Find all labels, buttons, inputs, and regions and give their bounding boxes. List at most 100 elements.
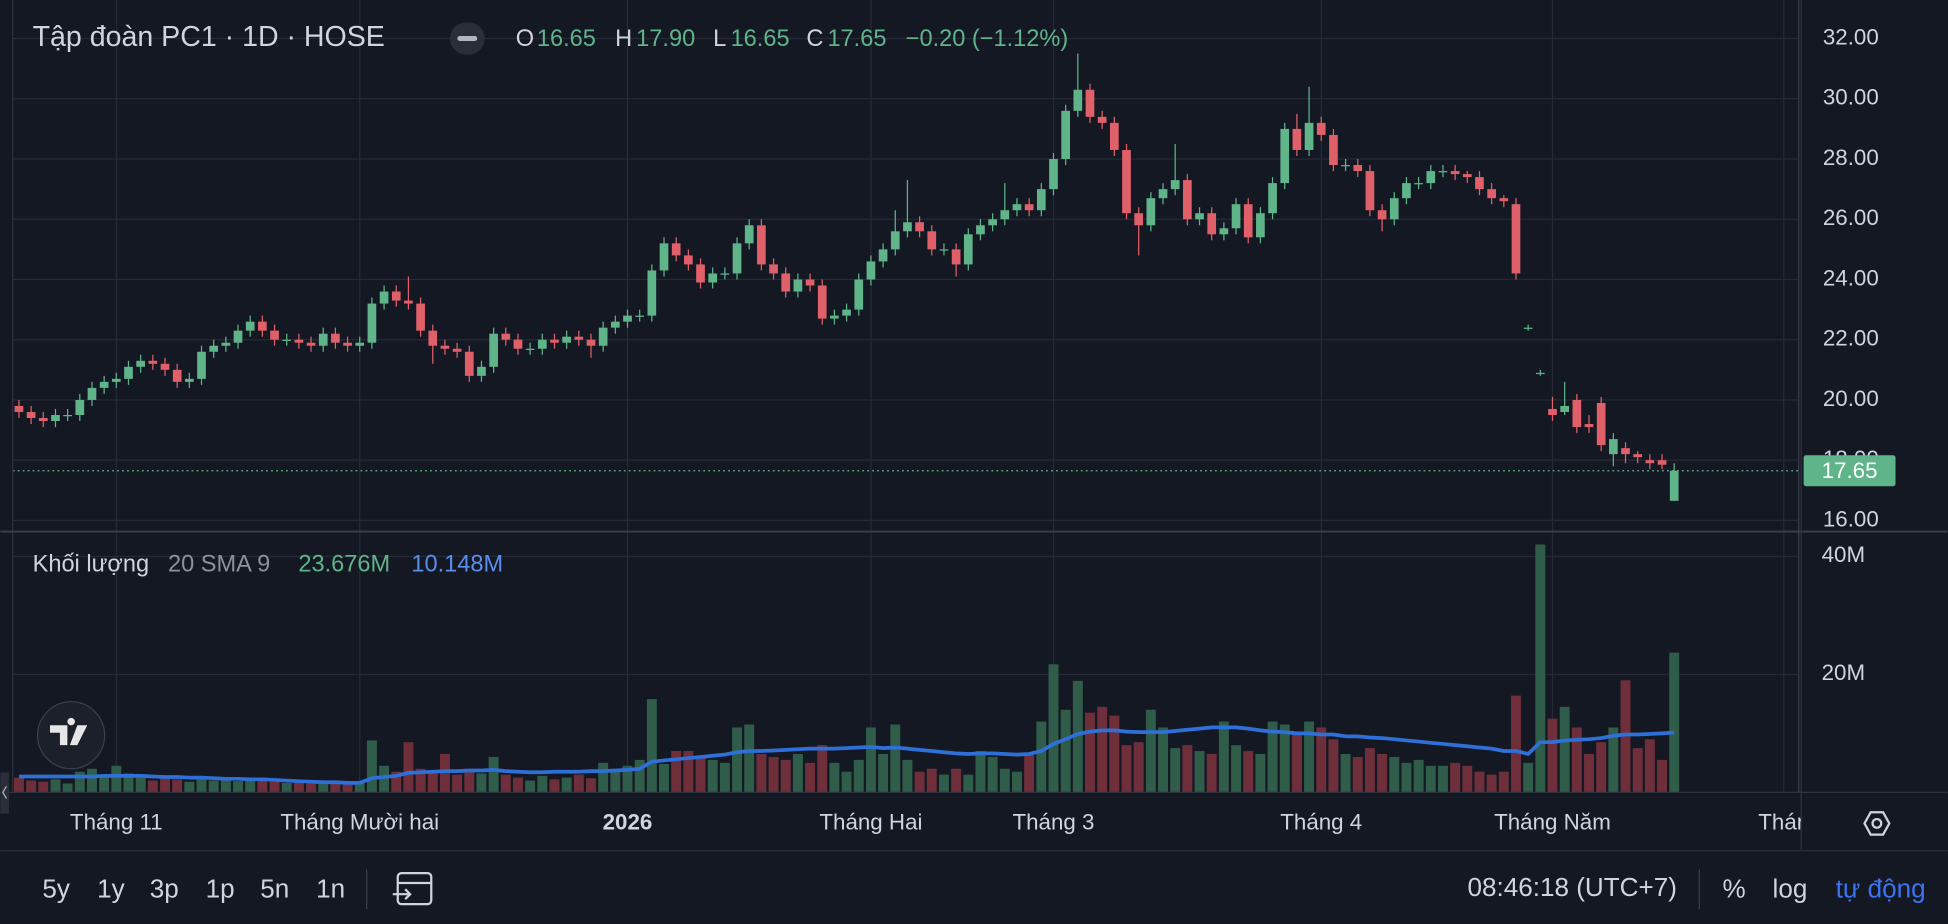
- candle-body: [623, 315, 632, 322]
- timeframe-button[interactable]: 3p: [150, 873, 179, 903]
- volume-bar: [452, 774, 463, 793]
- candle-body: [404, 300, 413, 304]
- candle-body: [598, 327, 608, 346]
- candle-body: [1426, 171, 1436, 184]
- timeframe-button[interactable]: 1y: [97, 873, 125, 903]
- timeframe-button[interactable]: 1n: [316, 873, 345, 903]
- timeframe-button[interactable]: 5n: [260, 873, 289, 903]
- volume-bar: [87, 768, 97, 793]
- candle-body: [1256, 213, 1265, 238]
- candle-body: [927, 231, 937, 250]
- volume-bar: [1097, 706, 1108, 793]
- tradingview-logo[interactable]: [36, 701, 106, 770]
- volume-bar: [1450, 762, 1461, 793]
- candle-body: [1353, 165, 1363, 172]
- candle-body: [245, 321, 255, 331]
- candle-body: [890, 231, 900, 250]
- x-tick-label: Thán: [1758, 809, 1809, 834]
- collapse-icon: [457, 36, 478, 41]
- volume-bar: [342, 784, 353, 793]
- log-toggle[interactable]: log: [1773, 873, 1808, 903]
- y-tick-label: 22.00: [1823, 326, 1879, 351]
- gear-center: [1871, 817, 1883, 829]
- volume-bar: [1170, 748, 1181, 793]
- candle-body: [1450, 171, 1460, 175]
- volume-bar: [1060, 709, 1071, 793]
- change: −0.20 (−1.12%): [906, 25, 1069, 51]
- volume-bar: [659, 764, 669, 793]
- volume-bar: [1523, 762, 1534, 793]
- x-tick-label: Tháng Mười hai: [280, 809, 439, 834]
- last-price-label: 17.65: [1822, 458, 1878, 483]
- volume-bar: [1024, 754, 1035, 793]
- candle-body: [1560, 405, 1570, 412]
- candle-body: [744, 225, 754, 244]
- candle-body: [574, 336, 584, 340]
- logo-circle[interactable]: [36, 701, 106, 770]
- date-range-button[interactable]: [392, 871, 433, 906]
- volume-bar: [1571, 727, 1582, 793]
- volume-bar: [1474, 771, 1485, 793]
- ohlc-value: 17.65: [827, 25, 886, 51]
- candle-body: [537, 339, 547, 349]
- volume-bar: [744, 724, 755, 793]
- candle-body: [1475, 177, 1484, 190]
- volume-bar: [1596, 742, 1607, 793]
- candle-body: [379, 291, 389, 304]
- volume-bar: [403, 742, 414, 793]
- settings-button[interactable]: [1863, 811, 1891, 836]
- volume-bar: [318, 781, 329, 793]
- volume-bar: [1194, 751, 1205, 793]
- candle-body: [1535, 372, 1545, 375]
- auto-toggle[interactable]: tự động: [1836, 873, 1926, 903]
- candle-body: [221, 342, 231, 346]
- candle-body: [1572, 399, 1582, 428]
- candle-body: [720, 273, 730, 275]
- gear-outline: [1863, 811, 1891, 836]
- candle-body: [550, 339, 559, 343]
- candle-body: [1389, 198, 1399, 220]
- candle-body: [1207, 213, 1217, 235]
- volume-bar: [500, 774, 511, 793]
- candle-body: [1377, 210, 1387, 220]
- volume-bar: [1218, 721, 1229, 793]
- candle-body: [1304, 122, 1314, 150]
- candle-body: [501, 333, 511, 340]
- y-tick-label: 24.00: [1823, 265, 1879, 290]
- candle-body: [513, 339, 523, 349]
- volume-bar: [354, 781, 365, 793]
- volume-bar: [1425, 765, 1436, 793]
- volume-bar: [220, 779, 231, 793]
- volume-bar: [756, 754, 767, 793]
- volume-bar: [622, 765, 633, 793]
- candle-body: [1195, 213, 1204, 220]
- volume-bar: [683, 751, 694, 793]
- volume-bar: [50, 779, 61, 793]
- percent-toggle[interactable]: %: [1722, 873, 1745, 903]
- candle-body: [270, 330, 279, 340]
- x-tick-label: Tháng Năm: [1494, 809, 1611, 834]
- symbol-title: Tập đoàn PC1 · 1D · HOSE: [33, 21, 385, 53]
- axis-layer: 16.0018.0020.0022.0024.0026.0028.0030.00…: [70, 24, 1896, 834]
- timeframe-button[interactable]: 5y: [42, 873, 70, 903]
- candle-body: [1669, 470, 1679, 501]
- side-tab[interactable]: [0, 772, 10, 814]
- timeframe-button[interactable]: 1p: [206, 873, 235, 903]
- candle-body: [817, 285, 827, 319]
- volume-bar: [999, 768, 1010, 793]
- volume-bar: [281, 782, 292, 793]
- candle-body: [1219, 228, 1229, 235]
- volume-bar: [1486, 774, 1497, 793]
- candle-body: [1487, 189, 1496, 199]
- volume-last: 23.676M: [298, 550, 390, 576]
- volume-bar: [951, 768, 962, 793]
- candle-body: [1170, 180, 1180, 190]
- candle-body: [160, 363, 170, 370]
- candle-body: [903, 222, 912, 232]
- candle-body: [1609, 439, 1618, 455]
- candle-body: [793, 279, 803, 292]
- volume-bar: [330, 782, 341, 793]
- volume-bar: [598, 762, 609, 793]
- volume-bar: [245, 779, 256, 793]
